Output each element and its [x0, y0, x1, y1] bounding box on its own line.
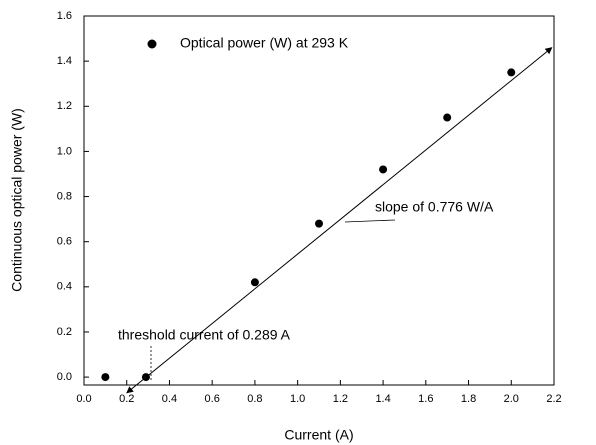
data-point [141, 373, 150, 382]
y-tick-label: 1.2 [57, 100, 72, 112]
annotation: threshold current of 0.289 A [118, 327, 291, 343]
legend-marker [147, 39, 157, 49]
data-point [507, 68, 516, 77]
y-tick-label: 1.6 [57, 10, 72, 22]
x-tick-label: 1.2 [333, 393, 348, 405]
data-point [315, 219, 323, 228]
x-tick-label: 0.2 [119, 393, 134, 405]
x-tick-label: 1.0 [290, 393, 305, 405]
x-tick-label: 0.6 [205, 393, 220, 405]
y-tick-label: 0.6 [57, 236, 72, 248]
x-tick-label: 1.8 [461, 393, 476, 405]
x-tick-label: 0.4 [162, 393, 177, 405]
annotation: slope of 0.776 W/A [375, 199, 494, 215]
data-point [443, 113, 452, 122]
y-axis-title: Continuous optical power (W) [9, 108, 25, 292]
y-tick-label: 1.0 [57, 145, 72, 157]
data-point [379, 165, 388, 174]
data-point [250, 278, 259, 287]
x-tick-label: 1.4 [375, 393, 390, 405]
x-tick-label: 1.6 [418, 393, 433, 405]
y-tick-label: 0.2 [57, 326, 72, 338]
x-tick-label: 0.8 [247, 393, 262, 405]
x-tick-label: 2.0 [504, 393, 519, 405]
x-tick-label: 0.0 [76, 393, 91, 405]
x-tick-label: 2.2 [546, 393, 561, 405]
y-tick-label: 0.8 [57, 190, 72, 202]
x-axis-title: Current (A) [284, 427, 353, 443]
data-point [101, 373, 110, 382]
fit-line [126, 47, 553, 394]
annotation-leader [344, 219, 396, 223]
y-tick-label: 0.0 [57, 371, 72, 383]
y-tick-label: 1.4 [57, 55, 72, 67]
y-tick-label: 0.4 [57, 281, 72, 293]
legend-label: Optical power (W) at 293 K [180, 35, 349, 51]
